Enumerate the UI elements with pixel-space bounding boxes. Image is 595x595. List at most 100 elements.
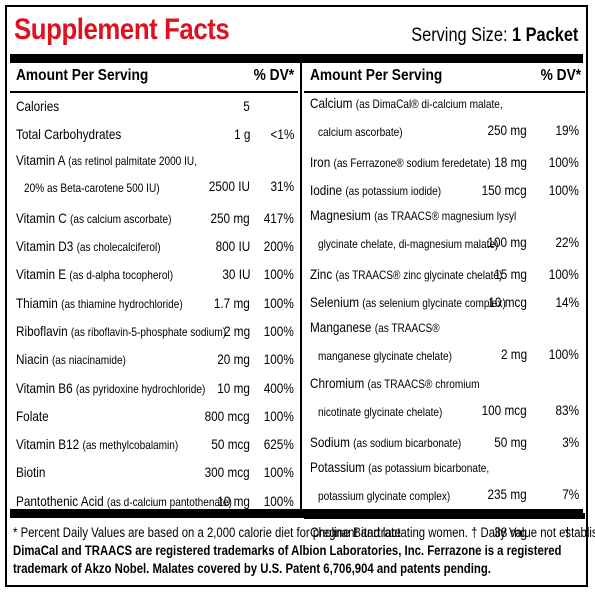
nutrient-row: Zinc (as TRAACS® zinc glycinate chelate)… — [304, 261, 585, 289]
nutrient-row: Pantothenic Acid (as d-calcium pantothen… — [10, 488, 298, 516]
nutrient-source-continued: potassium glycinate complex) — [318, 487, 450, 503]
nutrient-source-continued: calcium ascorbate) — [318, 123, 403, 139]
nutrient-dv: 31% — [270, 178, 294, 195]
nutrient-source: (as TRAACS® magnesium lysyl — [374, 209, 517, 223]
nutrient-name: Vitamin B6 (as pyridoxine hydrochloride) — [16, 380, 205, 396]
nutrient-amount: 2 mg — [223, 322, 250, 339]
nutrient-row-choline: Choline Bitartrate 38 mg † — [304, 519, 585, 547]
nutrient-source: (as potassium bicarbonate, — [368, 461, 490, 475]
supplement-facts-panel: Supplement Facts Serving Size: 1 Packet … — [5, 5, 595, 587]
nutrient-dv: 100% — [263, 351, 294, 368]
nutrient-amount: 18 mg — [494, 154, 527, 170]
nutrient-amount: 2500 IU — [208, 178, 250, 195]
serving-size: Serving Size: 1 Packet — [411, 25, 578, 47]
footnote-dv: * Percent Daily Values are based on a 2,… — [13, 525, 595, 540]
nutrient-source: (as potassium iodide) — [345, 184, 442, 198]
nutrient-source: (as d-alpha tocopherol) — [69, 268, 174, 283]
nutrient-name: Vitamin B12 (as methylcobalamin) — [16, 436, 178, 452]
nutrient-row: Folate 800 mcg 100% — [10, 403, 298, 431]
nutrient-source: (as sodium bicarbonate) — [353, 436, 462, 450]
nutrient-dv: 100% — [548, 266, 579, 282]
nutrient-amount: 50 mg — [494, 434, 527, 450]
nutrient-source: (as TRAACS® chromium — [367, 377, 480, 391]
nutrient-name: Vitamin D3 (as cholecalciferol) — [16, 238, 161, 254]
left-column: Amount Per Serving % DV* Calories 5 Total … — [10, 63, 298, 516]
nutrient-name-text: Sodium — [310, 434, 350, 450]
nutrient-amount: 10 mcg — [488, 294, 527, 310]
nutrient-name: Manganese (as TRAACS® — [310, 319, 440, 335]
nutrient-name: Calories — [16, 98, 59, 114]
nutrient-name: Pantothenic Acid (as d-calcium pantothen… — [16, 493, 232, 509]
nutrient-source-line2: calcium ascorbate) — [318, 125, 403, 139]
nutrient-name: Sodium (as sodium bicarbonate) — [310, 434, 461, 450]
nutrient-dv: 100% — [548, 182, 579, 198]
nutrient-row: Vitamin C (as calcium ascorbate) 250 mg 41… — [10, 205, 298, 233]
nutrient-dv: 417% — [263, 209, 294, 226]
nutrient-amount: 250 mg — [487, 122, 527, 138]
column-divider — [300, 63, 302, 509]
footnote-trademark-2: trademark of Akzo Nobel. Malates covered… — [13, 561, 491, 576]
nutrient-dv: 200% — [263, 238, 294, 255]
nutrient-amount: 15 mg — [494, 266, 527, 282]
nutrient-name-text: Calcium — [310, 95, 353, 111]
footnote-trademark-1: DimaCal and TRAACS are registered tradem… — [13, 543, 562, 558]
nutrient-name: Calcium (as DimaCal® di-calcium malate, — [310, 95, 503, 111]
nutrient-amount: 20 mg — [217, 351, 250, 368]
nutrient-source-continued: manganese glycinate chelate) — [318, 347, 452, 363]
nutrient-amount: 1 g — [233, 126, 250, 143]
amount-header: Amount Per Serving — [310, 67, 443, 84]
nutrient-amount: 800 mcg — [204, 407, 250, 424]
nutrient-amount: 250 mg — [210, 209, 250, 226]
nutrient-name-text: Folate — [16, 407, 49, 424]
nutrient-name: Selenium (as selenium glycinate complex) — [310, 294, 506, 310]
nutrient-dv: 22% — [555, 234, 579, 250]
nutrient-name: Riboflavin (as riboflavin-5-phosphate so… — [16, 323, 226, 339]
nutrient-amount: 38 mg — [494, 524, 527, 540]
nutrient-row: Sodium (as sodium bicarbonate) 50 mg 3% — [304, 429, 585, 457]
nutrient-source: (as DimaCal® di-calcium malate, — [355, 97, 503, 111]
right-column: Amount Per Serving % DV* Calcium (as Dim… — [304, 63, 585, 547]
nutrient-dv: † — [564, 524, 571, 540]
nutrient-source-continued: nicotinate glycinate chelate) — [318, 403, 442, 419]
nutrient-row: Riboflavin (as riboflavin-5-phosphate so… — [10, 318, 298, 346]
nutrient-name-text: Biotin — [16, 464, 46, 481]
nutrient-amount: 5 — [243, 98, 250, 115]
nutrient-name-text: Zinc — [310, 266, 333, 282]
nutrient-amount: 30 IU — [221, 266, 250, 283]
nutrient-name-text: Vitamin C — [16, 209, 67, 226]
nutrient-name-text: Total Carbohydrates — [16, 126, 122, 143]
nutrient-name: Vitamin C (as calcium ascorbate) — [16, 210, 171, 226]
nutrient-name-text: Potassium — [310, 459, 365, 475]
nutrient-source: (as niacinamide) — [51, 353, 126, 368]
left-column-header: Amount Per Serving % DV* — [10, 63, 298, 93]
nutrient-source-line2: manganese glycinate chelate) — [318, 349, 452, 363]
nutrient-dv: 100% — [263, 492, 294, 509]
nutrient-name-text: Thiamin — [16, 294, 58, 311]
nutrient-dv: 625% — [263, 436, 294, 453]
nutrient-amount: 1.7 mg — [214, 294, 250, 311]
nutrient-name-text: Calories — [16, 98, 60, 115]
nutrient-dv: 100% — [548, 154, 579, 170]
nutrient-row: Vitamin B6 (as pyridoxine hydrochloride)… — [10, 374, 298, 402]
nutrient-name-text: Vitamin D3 — [16, 238, 74, 255]
nutrient-name: Vitamin E (as d-alpha tocopherol) — [16, 266, 173, 282]
nutrient-name: Chromium (as TRAACS® chromium — [310, 375, 479, 391]
nutrient-source-line2: glycinate chelate, di-magnesium malate) — [318, 237, 499, 251]
nutrient-row: Calcium (as DimaCal® di-calcium malate, c… — [304, 93, 585, 149]
nutrient-source: (as d-calcium pantothenate) — [106, 494, 232, 509]
bottom-rule — [10, 509, 583, 518]
nutrient-dv: 100% — [263, 407, 294, 424]
nutrient-amount: 100 mcg — [481, 402, 527, 418]
dv-header: % DV* — [540, 67, 581, 84]
nutrient-source: (as Ferrazone® sodium feredetate) — [333, 156, 491, 170]
nutrient-name: Choline Bitartrate — [310, 524, 401, 540]
amount-header: Amount Per Serving — [16, 67, 149, 84]
nutrient-source: (as riboflavin-5-phosphate sodium) — [70, 324, 227, 339]
nutrient-name-text: Chromium — [310, 375, 365, 391]
nutrient-name: Magnesium (as TRAACS® magnesium lysyl — [310, 207, 516, 223]
nutrient-amount: 800 IU — [215, 238, 250, 255]
nutrient-source: (as TRAACS® zinc glycinate chelate) — [335, 268, 503, 282]
nutrient-name: Total Carbohydrates — [16, 126, 121, 142]
nutrient-name: Thiamin (as thiamine hydrochloride) — [16, 295, 183, 311]
nutrient-amount: 300 mcg — [204, 464, 250, 481]
